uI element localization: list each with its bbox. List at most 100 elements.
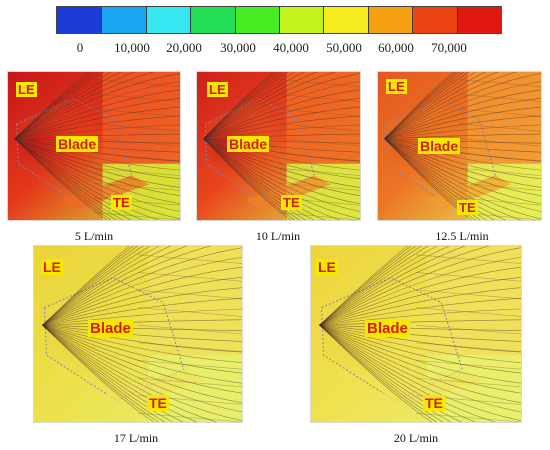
streamline bbox=[203, 138, 300, 220]
streamline bbox=[203, 138, 360, 144]
streamline bbox=[415, 307, 521, 317]
streamline bbox=[384, 72, 470, 139]
colour-scale-band bbox=[412, 7, 458, 33]
streamline bbox=[319, 324, 521, 384]
streamline bbox=[384, 138, 541, 196]
streamline bbox=[278, 138, 360, 147]
streamline bbox=[93, 167, 180, 176]
streamline bbox=[415, 324, 521, 335]
streamline bbox=[93, 79, 180, 88]
streamline bbox=[459, 108, 541, 117]
streamline bbox=[319, 324, 452, 422]
streamline bbox=[14, 115, 180, 139]
streamline bbox=[278, 79, 360, 88]
streamline bbox=[14, 72, 113, 139]
streamline bbox=[319, 266, 521, 326]
streamline bbox=[93, 182, 180, 191]
streamline bbox=[384, 138, 541, 212]
trailing-edge-label: TE bbox=[457, 200, 478, 215]
streamline bbox=[203, 72, 337, 139]
streamline bbox=[384, 138, 541, 171]
colour-scale-band bbox=[190, 7, 236, 33]
streamline bbox=[384, 133, 541, 139]
streamline bbox=[93, 153, 180, 162]
streamline bbox=[415, 360, 521, 370]
flow-rate-caption: 12.5 L/min bbox=[435, 229, 489, 243]
streamline bbox=[384, 98, 541, 139]
flow-rate-caption: 17 L/min bbox=[113, 431, 159, 445]
flow-rate-caption: 20 L/min bbox=[393, 431, 439, 445]
streamline bbox=[278, 93, 360, 102]
tick-label: 60,000 bbox=[378, 40, 414, 55]
trailing-edge-label: TE bbox=[111, 195, 132, 210]
streamline bbox=[459, 153, 541, 162]
streamline bbox=[203, 124, 360, 139]
streamline bbox=[203, 138, 360, 220]
streamline bbox=[319, 324, 521, 403]
streamline bbox=[319, 277, 521, 326]
streamline bbox=[384, 138, 541, 204]
streamline bbox=[203, 138, 307, 220]
streamline bbox=[93, 212, 180, 220]
streamline bbox=[42, 246, 139, 326]
streamline bbox=[319, 324, 521, 421]
streamline bbox=[384, 124, 541, 139]
tick-label: 0 bbox=[76, 40, 84, 55]
streamline bbox=[42, 324, 198, 422]
streamline bbox=[319, 324, 444, 422]
streamline bbox=[203, 133, 360, 139]
streamline bbox=[14, 124, 180, 139]
blade-label: Blade bbox=[418, 138, 461, 154]
pressure-contour-image bbox=[311, 246, 521, 422]
streamline bbox=[93, 123, 180, 132]
streamline bbox=[93, 108, 180, 117]
streamline bbox=[384, 72, 457, 139]
colour-scale-divider bbox=[412, 7, 414, 33]
streamline bbox=[459, 197, 541, 206]
streamline bbox=[203, 72, 305, 139]
leading-edge-label: LE bbox=[207, 82, 228, 97]
streamline bbox=[319, 246, 429, 326]
colour-scale-band bbox=[234, 7, 280, 33]
tick-label: 20,000 bbox=[166, 40, 202, 55]
streamline bbox=[14, 72, 105, 139]
streamline bbox=[42, 246, 172, 326]
streamline bbox=[137, 377, 242, 388]
streamline bbox=[415, 377, 521, 388]
streamline bbox=[278, 212, 360, 220]
streamline bbox=[42, 246, 131, 326]
blade-label: Blade bbox=[365, 320, 410, 337]
streamline bbox=[459, 93, 541, 102]
streamline bbox=[203, 89, 360, 139]
streamline bbox=[14, 138, 180, 180]
tick-label: 40,000 bbox=[273, 40, 309, 55]
tick-label: 30,000 bbox=[220, 40, 256, 55]
streamline bbox=[319, 257, 521, 326]
streamline bbox=[203, 138, 360, 171]
streamline bbox=[14, 138, 144, 220]
leading-edge-label: LE bbox=[316, 259, 338, 275]
streamline bbox=[137, 307, 242, 317]
streamline bbox=[384, 72, 518, 139]
colour-scale-band bbox=[323, 7, 369, 33]
streamline bbox=[203, 106, 360, 139]
streamline bbox=[42, 246, 151, 326]
streamline bbox=[203, 98, 360, 139]
streamline bbox=[319, 246, 438, 326]
streamline bbox=[42, 324, 242, 353]
streamline bbox=[319, 324, 521, 394]
streamlines bbox=[319, 246, 521, 422]
streamline bbox=[459, 167, 541, 176]
streamline bbox=[384, 106, 541, 139]
streamline bbox=[42, 246, 212, 326]
streamline bbox=[319, 298, 521, 326]
leading-edge-label: LE bbox=[41, 259, 63, 275]
streamline bbox=[319, 308, 521, 326]
streamline bbox=[203, 138, 360, 153]
streamline bbox=[203, 138, 360, 180]
streamline bbox=[14, 72, 155, 139]
streamline bbox=[415, 412, 521, 422]
flow-panel-10-lpm: LE Blade TE bbox=[196, 71, 361, 221]
streamline bbox=[319, 324, 433, 422]
streamline bbox=[319, 324, 477, 422]
